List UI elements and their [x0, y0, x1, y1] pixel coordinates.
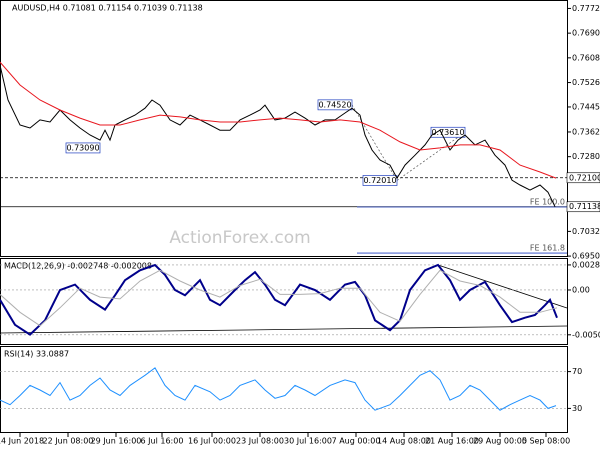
- x-tick-label: 5 Sep 08:00: [522, 437, 570, 446]
- y-tick-label: 0.002804: [572, 260, 600, 269]
- x-tick-label: 7 Aug 00:00: [332, 437, 381, 446]
- x-tick-label: 16 Jul 00:00: [188, 437, 236, 446]
- x-tick-label: 30 Jul 16:00: [284, 437, 332, 446]
- x-tick-label: 29 Jun 16:00: [91, 437, 142, 446]
- rsi-title: RSI(14) 33.0887: [4, 350, 69, 359]
- x-tick-label: 21 Aug 16:00: [425, 437, 479, 446]
- y-tick-label: -0.005019: [572, 330, 600, 339]
- price-level-label: 0.71138: [569, 202, 600, 211]
- annotation: 0.73090: [66, 143, 99, 152]
- annotation-box: [317, 99, 353, 111]
- x-tick-label: 14 Aug 08:00: [377, 437, 431, 446]
- annotation: 0.72010: [363, 176, 396, 185]
- fibo-line: [396, 131, 466, 181]
- x-tick-label: 29 Aug 00:00: [473, 437, 527, 446]
- macd-trendline: [437, 264, 568, 309]
- fe-level-label: FE 100.0: [530, 197, 565, 206]
- macd-title: MACD(12,26,9) -0.002748 -0.002008: [4, 262, 152, 271]
- fe-level-label: FE 161.8: [530, 244, 565, 253]
- x-tick-label: 22 Jun 08:00: [43, 437, 94, 446]
- watermark: ActionForex.com: [169, 228, 310, 248]
- series-line: [0, 367, 557, 411]
- rsi-panel: [0, 346, 568, 433]
- series-line: [0, 61, 557, 179]
- annotation-box: [65, 142, 101, 154]
- price-panel: [0, 0, 568, 257]
- y-tick-label: 0.00: [572, 285, 590, 294]
- price-level-box: [566, 172, 600, 184]
- annotation-box: [430, 126, 466, 138]
- series-line: [0, 263, 558, 336]
- x-tick-label: 14 Jun 2018: [0, 437, 44, 446]
- annotation: 0.74520: [318, 100, 351, 109]
- annotation-box: [362, 175, 398, 186]
- fibo-line: [351, 104, 398, 181]
- price-level-label: 0.72100: [569, 173, 600, 182]
- chart-title: AUDUSD,H4 0.71081 0.71154 0.71039 0.7113…: [12, 4, 203, 13]
- series-line: [0, 269, 558, 327]
- y-tick-label: 30: [572, 404, 582, 413]
- x-tick-label: 6 Jul 16:00: [141, 437, 184, 446]
- annotation: 0.73610: [431, 128, 464, 137]
- y-tick-label: 70: [572, 367, 582, 376]
- macd-trendline: [0, 325, 568, 334]
- x-tick-label: 23 Jul 08:00: [236, 437, 284, 446]
